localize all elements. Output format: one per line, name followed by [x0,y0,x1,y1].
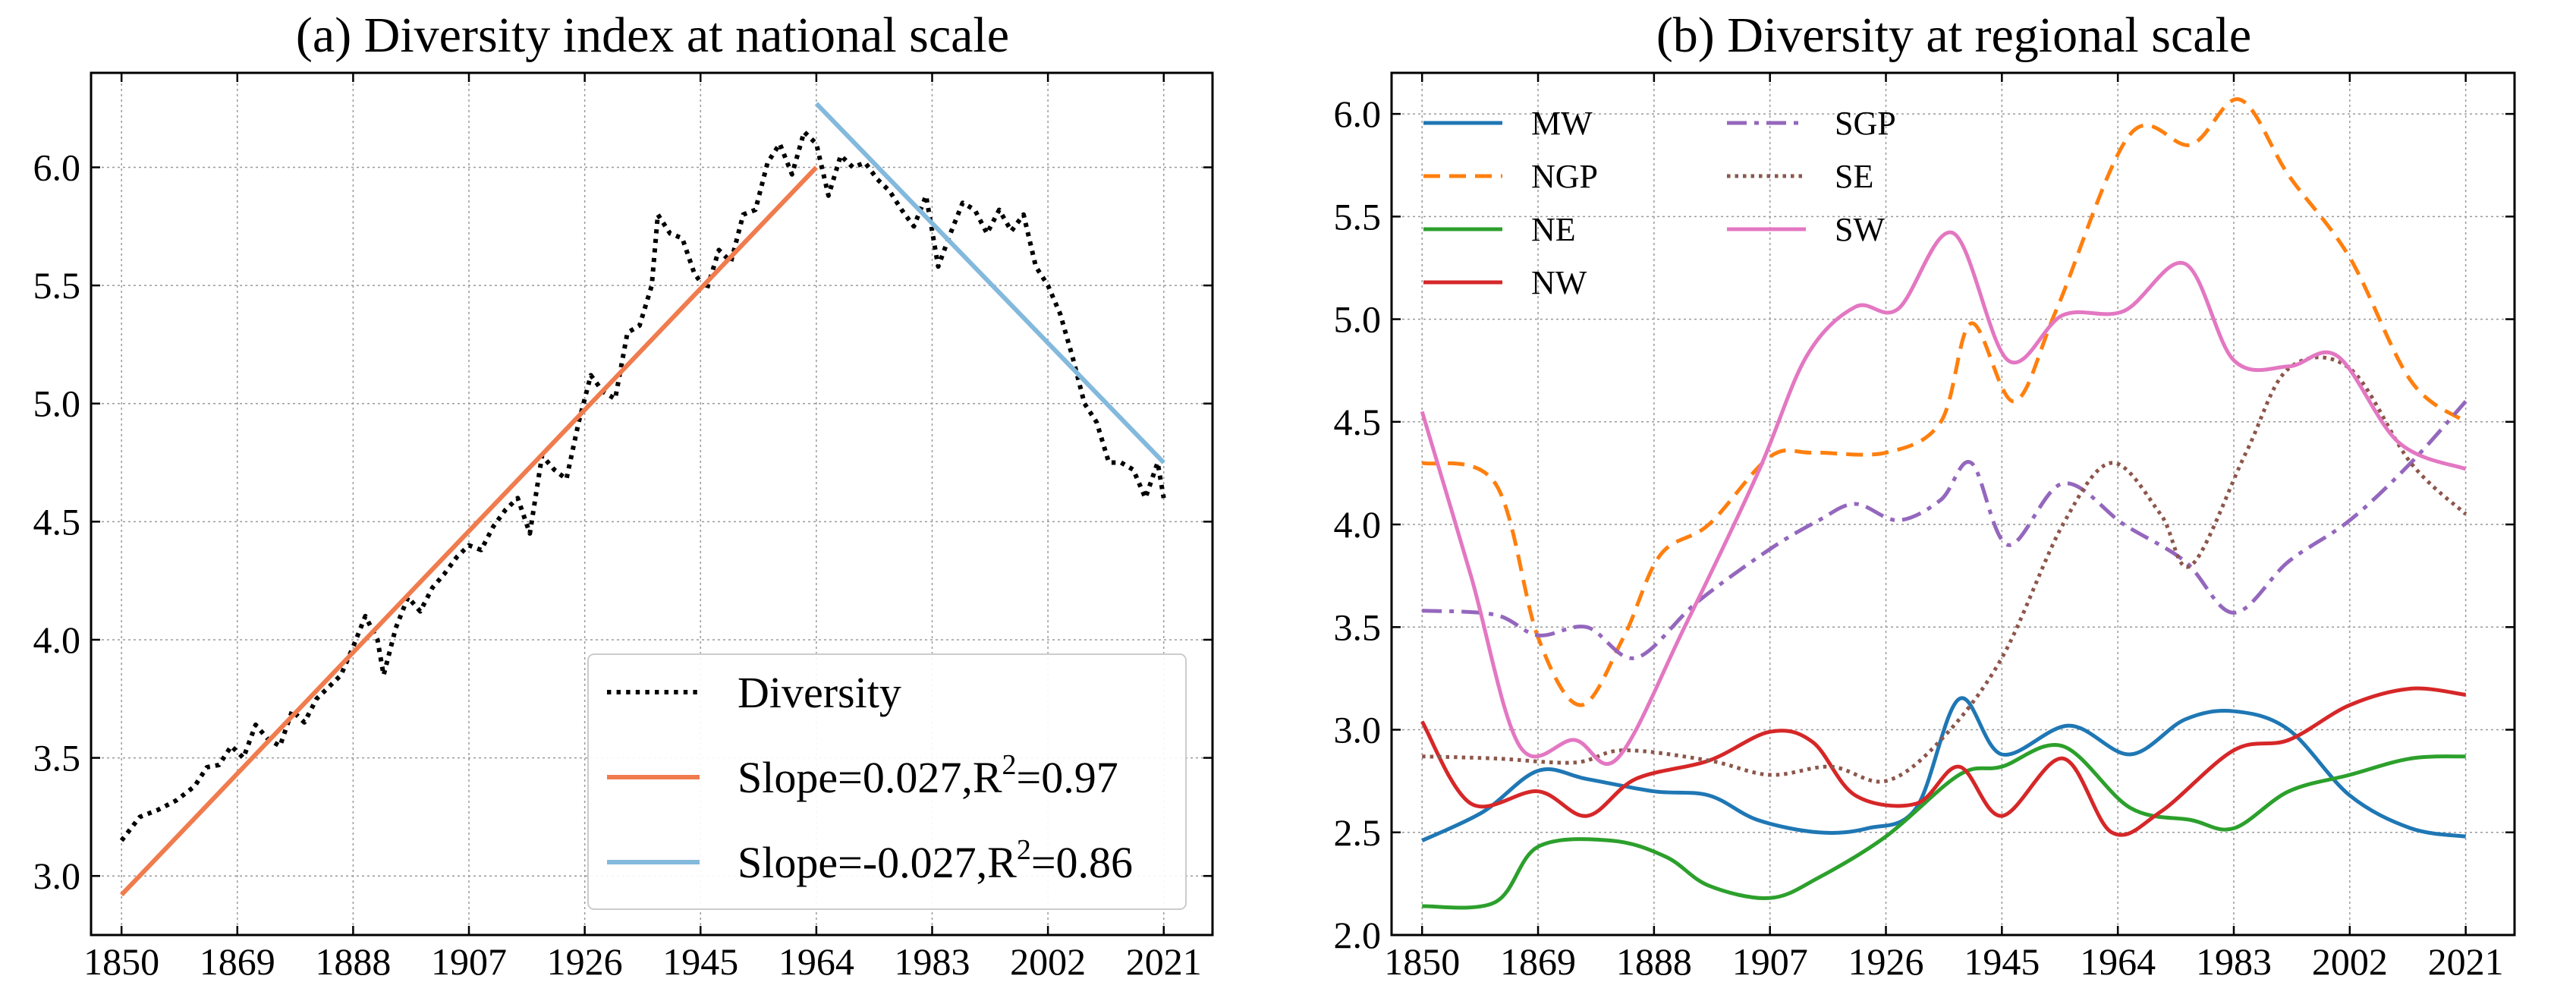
y-tick-label: 2.5 [1334,811,1382,854]
legend-label: Slope=-0.027,R2=0.86 [738,834,1133,887]
x-tick-label: 1869 [1500,940,1576,983]
panel-b-chart: (b) Diversity at regional scale 1850 1869… [1334,8,2516,983]
y-tick-label: 6.0 [33,146,81,188]
panel-b-series [1420,97,2467,910]
y-tick-label: 4.0 [1334,503,1382,546]
legend-label-mw: MW [1531,105,1593,142]
series-line-ngp [1421,97,2467,707]
x-tick-label: 2021 [2428,940,2504,983]
y-tick-label: 4.5 [33,500,81,543]
legend-label: Slope=0.027,R2=0.97 [738,749,1118,802]
panel-a-grid [91,73,1213,935]
x-tick-label: 1964 [778,940,854,983]
legend-label-ngp: NGP [1531,158,1598,195]
panel-a-ticks: 1850 1869 1888 1907 1926 1945 1964 1983 2002 2021… [33,73,1213,983]
series-line-sgp [1422,400,2467,660]
panel-a-series [119,102,1166,897]
series-line-diversity [119,129,1166,842]
legend-label-text: =0.86 [1031,838,1133,887]
legend-label-nw: NW [1531,264,1587,301]
panel-a-title: (a) Diversity index at national scale [296,8,1009,63]
legend-label-se: SE [1835,158,1873,195]
legend-label-text: Slope=0.027,R [738,753,1002,802]
x-tick-label: 1907 [1732,940,1808,983]
y-tick-label: 5.0 [1334,298,1382,341]
panel-b-legend: MW NGP NE NW SGP SE SW [1423,105,1896,301]
y-tick-label: 3.5 [1334,606,1382,648]
panel-b-title: (b) Diversity at regional scale [1656,8,2251,63]
y-tick-label: 4.5 [1334,401,1382,443]
legend-box [587,653,1187,910]
panel-a-legend: DiversitySlope=0.027,R2=0.97Slope=-0.027… [587,653,1187,910]
series-line-nw [1420,686,2467,837]
legend-label-text: Diversity [738,668,901,717]
x-tick-label: 1926 [1848,940,1924,983]
x-tick-label: 1888 [1616,940,1692,983]
y-tick-label: 5.5 [1334,195,1382,238]
panel-b-ticks: 1850 1869 1888 1907 1926 1945 1964 1983 2002 2021… [1334,73,2515,983]
series-line-sw [1420,230,2467,767]
legend-label-text: Slope=-0.027,R [738,838,1017,887]
legend-label-sw: SW [1835,211,1885,248]
legend-label-superscript: 2 [1017,834,1031,866]
series-line-mw [1421,696,2467,842]
y-tick-label: 3.0 [33,855,81,897]
x-tick-label: 1850 [1384,940,1460,983]
x-tick-label: 1945 [1964,940,2040,983]
x-tick-label: 2002 [1010,940,1086,983]
series-line-slope-0-027-r-0-86 [814,102,1165,464]
y-tick-label: 2.0 [1334,914,1382,956]
y-tick-label: 6.0 [1334,93,1382,135]
legend-label-ne: NE [1531,211,1576,248]
x-tick-label: 1850 [83,940,159,983]
y-tick-label: 3.0 [1334,709,1382,751]
y-tick-label: 5.5 [33,264,81,307]
legend-label: Diversity [738,668,901,717]
x-tick-label: 1983 [895,940,970,983]
legend-label-text: =0.97 [1017,753,1118,802]
x-tick-label: 2002 [2312,940,2388,983]
y-tick-label: 3.5 [33,737,81,779]
x-tick-label: 1983 [2196,940,2272,983]
x-tick-label: 1945 [662,940,738,983]
series-line-ne [1422,743,2466,910]
panel-b-frame [1390,71,2516,937]
x-tick-label: 1926 [547,940,623,983]
panel-a-frame [90,71,1214,937]
panel-b-grid [1392,73,2515,936]
x-tick-label: 2021 [1126,940,1202,983]
legend-label-sgp: SGP [1835,105,1896,142]
y-tick-label: 5.0 [33,383,81,425]
x-tick-label: 1907 [431,940,507,983]
panel-a-chart: (a) Diversity index at national scale 18… [33,8,1214,983]
y-tick-label: 4.0 [33,619,81,661]
x-tick-label: 1888 [315,940,391,983]
legend-label-superscript: 2 [1002,749,1017,781]
x-tick-label: 1869 [200,940,275,983]
series-line-se [1422,355,2467,784]
x-tick-label: 1964 [2080,940,2156,983]
series-line-slope-0-027-r-0-97 [119,165,819,897]
